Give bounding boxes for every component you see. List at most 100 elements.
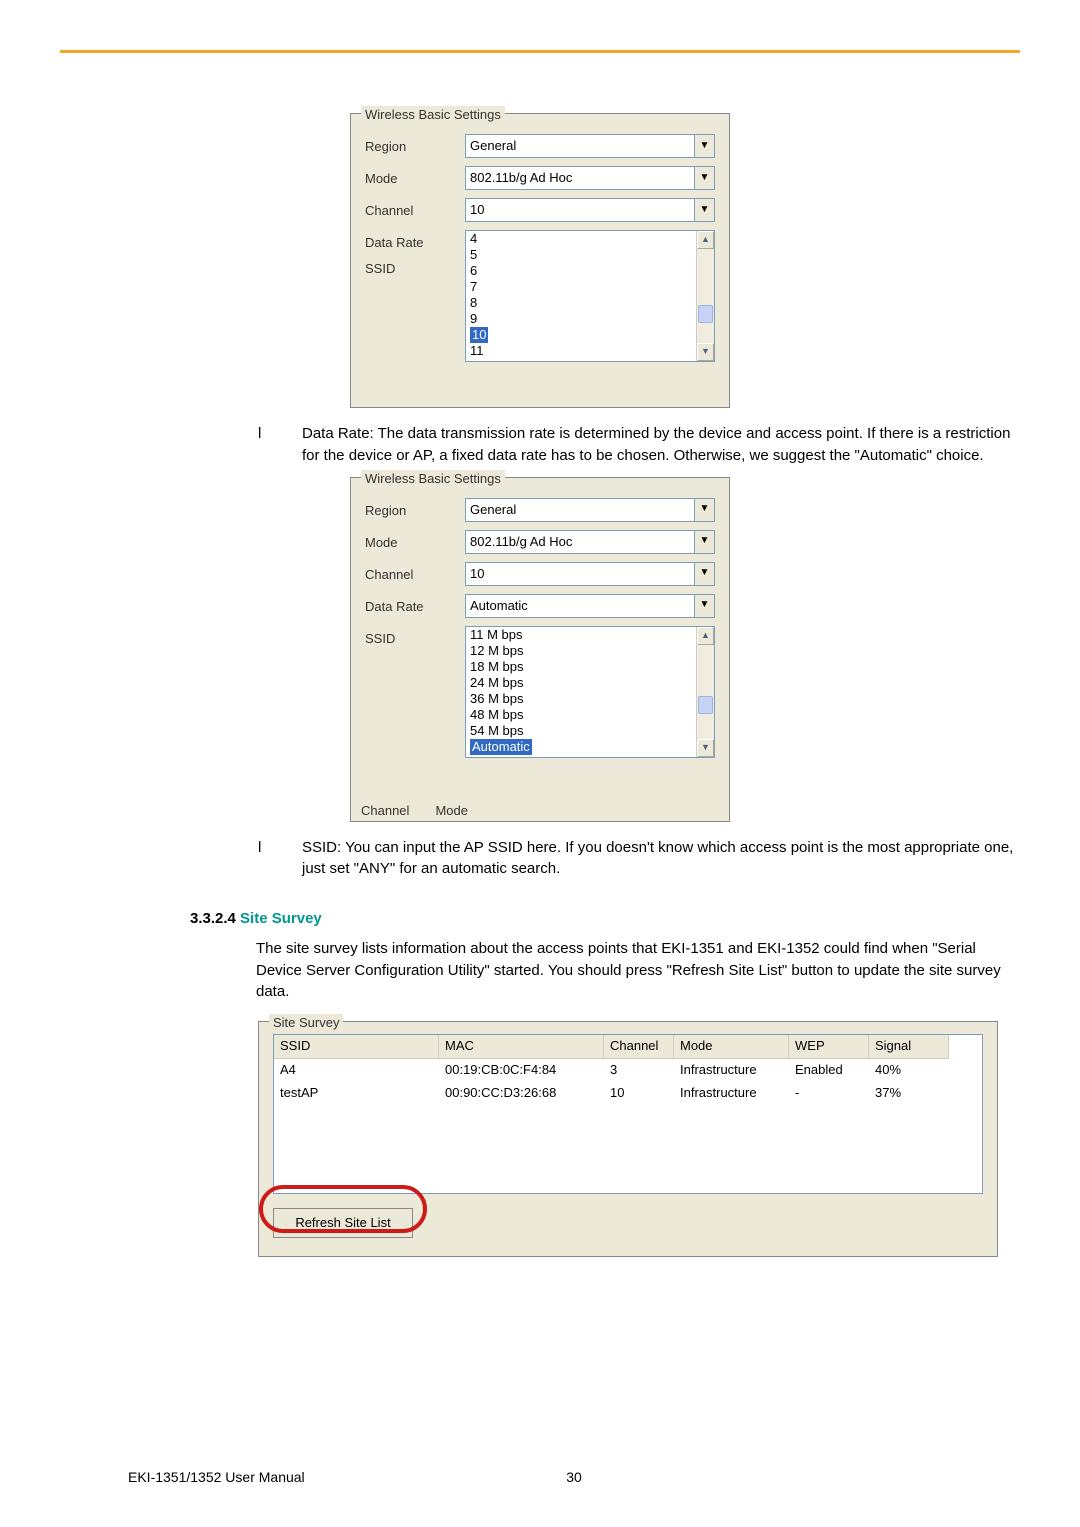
region-label: Region xyxy=(365,498,465,521)
cell-channel: 10 xyxy=(604,1082,674,1105)
scrollbar[interactable]: ▲ ▼ xyxy=(696,627,714,757)
dropdown-icon: ▼ xyxy=(694,199,714,221)
cell-mac: 00:90:CC:D3:26:68 xyxy=(439,1082,604,1105)
header-rule xyxy=(60,50,1020,53)
footer-left: EKI-1351/1352 User Manual xyxy=(128,1467,305,1487)
paragraph-datarate: l Data Rate: The data transmission rate … xyxy=(258,423,1018,467)
list-item[interactable]: 11 M bps xyxy=(470,627,710,643)
ssid-label: SSID xyxy=(365,626,465,649)
col-mac[interactable]: MAC xyxy=(439,1035,604,1059)
mode-label: Mode xyxy=(365,166,465,189)
fig2-legend: Wireless Basic Settings xyxy=(361,470,505,489)
footer-channel-label: Channel xyxy=(361,802,409,821)
scroll-down-icon[interactable]: ▼ xyxy=(697,739,714,757)
cell-wep: Enabled xyxy=(789,1059,869,1082)
col-signal[interactable]: Signal xyxy=(869,1035,949,1059)
table-row[interactable]: testAP 00:90:CC:D3:26:68 10 Infrastructu… xyxy=(274,1082,982,1105)
datarate-label: Data Rate xyxy=(365,594,465,617)
list-item-selected[interactable]: Automatic xyxy=(470,739,532,755)
list-item-selected[interactable]: 10 xyxy=(470,327,488,343)
footer-page-number: 30 xyxy=(566,1467,582,1487)
cell-ssid: A4 xyxy=(274,1059,439,1082)
list-item[interactable]: 18 M bps xyxy=(470,659,710,675)
cell-signal: 40% xyxy=(869,1059,949,1082)
paragraph-ssid: l SSID: You can input the AP SSID here. … xyxy=(258,837,1018,881)
channel-label: Channel xyxy=(365,562,465,585)
paragraph-survey: The site survey lists information about … xyxy=(256,938,1016,1003)
paragraph-text: Data Rate: The data transmission rate is… xyxy=(302,423,1018,467)
scrollbar[interactable]: ▲ ▼ xyxy=(696,231,714,361)
mode-select[interactable]: 802.11b/g Ad Hoc ▼ xyxy=(465,530,715,554)
refresh-site-list-button[interactable]: Refresh Site List xyxy=(273,1208,413,1238)
channel-value: 10 xyxy=(466,563,694,585)
bullet: l xyxy=(258,423,302,467)
dropdown-icon: ▼ xyxy=(694,499,714,521)
scroll-thumb[interactable] xyxy=(698,696,713,714)
figure-channel-dropdown: Wireless Basic Settings Region General ▼… xyxy=(60,113,1020,408)
cell-channel: 3 xyxy=(604,1059,674,1082)
survey-table: SSID MAC Channel Mode WEP Signal A4 00:1… xyxy=(273,1034,983,1194)
datarate-value: Automatic xyxy=(466,595,694,617)
paragraph-text: SSID: You can input the AP SSID here. If… xyxy=(302,837,1018,881)
list-item[interactable]: 7 xyxy=(470,279,710,295)
list-item[interactable]: 9 xyxy=(470,311,710,327)
dropdown-icon: ▼ xyxy=(694,135,714,157)
dropdown-icon: ▼ xyxy=(694,563,714,585)
col-channel[interactable]: Channel xyxy=(604,1035,674,1059)
scroll-track[interactable] xyxy=(697,645,714,739)
fig1-legend: Wireless Basic Settings xyxy=(361,106,505,125)
channel-label: Channel xyxy=(365,198,465,221)
list-item[interactable]: 6 xyxy=(470,263,710,279)
list-item[interactable]: 24 M bps xyxy=(470,675,710,691)
datarate-listbox-items: 11 M bps 12 M bps 18 M bps 24 M bps 36 M… xyxy=(466,627,714,755)
scroll-up-icon[interactable]: ▲ xyxy=(697,231,714,249)
datarate-label: Data Rate xyxy=(365,230,465,253)
scroll-down-icon[interactable]: ▼ xyxy=(697,343,714,361)
dropdown-icon: ▼ xyxy=(694,595,714,617)
cell-mode: Infrastructure xyxy=(674,1059,789,1082)
cell-mac: 00:19:CB:0C:F4:84 xyxy=(439,1059,604,1082)
datarate-listbox[interactable]: 11 M bps 12 M bps 18 M bps 24 M bps 36 M… xyxy=(465,626,715,758)
dropdown-icon: ▼ xyxy=(694,167,714,189)
mode-value: 802.11b/g Ad Hoc xyxy=(466,167,694,189)
list-item[interactable]: 12 M bps xyxy=(470,643,710,659)
channel-select[interactable]: 10 ▼ xyxy=(465,562,715,586)
list-item[interactable]: 36 M bps xyxy=(470,691,710,707)
region-value: General xyxy=(466,499,694,521)
cell-mode: Infrastructure xyxy=(674,1082,789,1105)
mode-select[interactable]: 802.11b/g Ad Hoc ▼ xyxy=(465,166,715,190)
list-item[interactable]: 8 xyxy=(470,295,710,311)
figure-site-survey: Site Survey SSID MAC Channel Mode WEP Si… xyxy=(258,1021,1020,1257)
region-label: Region xyxy=(365,134,465,157)
section-heading: 3.3.2.4 Site Survey xyxy=(190,908,1020,930)
scroll-up-icon[interactable]: ▲ xyxy=(697,627,714,645)
channel-listbox[interactable]: 4 5 6 7 8 9 10 11 ▲ xyxy=(465,230,715,362)
scroll-track[interactable] xyxy=(697,249,714,343)
ssid-label: SSID xyxy=(365,256,465,279)
col-wep[interactable]: WEP xyxy=(789,1035,869,1059)
table-row[interactable]: A4 00:19:CB:0C:F4:84 3 Infrastructure En… xyxy=(274,1059,982,1082)
list-item[interactable]: 4 xyxy=(470,231,710,247)
channel-value: 10 xyxy=(466,199,694,221)
region-select[interactable]: General ▼ xyxy=(465,134,715,158)
col-ssid[interactable]: SSID xyxy=(274,1035,439,1059)
region-select[interactable]: General ▼ xyxy=(465,498,715,522)
scroll-thumb[interactable] xyxy=(698,305,713,323)
mode-value: 802.11b/g Ad Hoc xyxy=(466,531,694,553)
cell-wep: - xyxy=(789,1082,869,1105)
dropdown-icon: ▼ xyxy=(694,531,714,553)
region-value: General xyxy=(466,135,694,157)
cell-signal: 37% xyxy=(869,1082,949,1105)
section-title: Site Survey xyxy=(240,910,322,927)
page-footer: EKI-1351/1352 User Manual 30 xyxy=(128,1467,1020,1487)
list-item[interactable]: 48 M bps xyxy=(470,707,710,723)
datarate-select[interactable]: Automatic ▼ xyxy=(465,594,715,618)
survey-legend: Site Survey xyxy=(269,1014,343,1033)
list-item[interactable]: 54 M bps xyxy=(470,723,710,739)
channel-select[interactable]: 10 ▼ xyxy=(465,198,715,222)
list-item[interactable]: 5 xyxy=(470,247,710,263)
section-number: 3.3.2.4 xyxy=(190,910,236,927)
list-item[interactable]: 11 xyxy=(470,343,710,359)
col-mode[interactable]: Mode xyxy=(674,1035,789,1059)
cell-ssid: testAP xyxy=(274,1082,439,1105)
